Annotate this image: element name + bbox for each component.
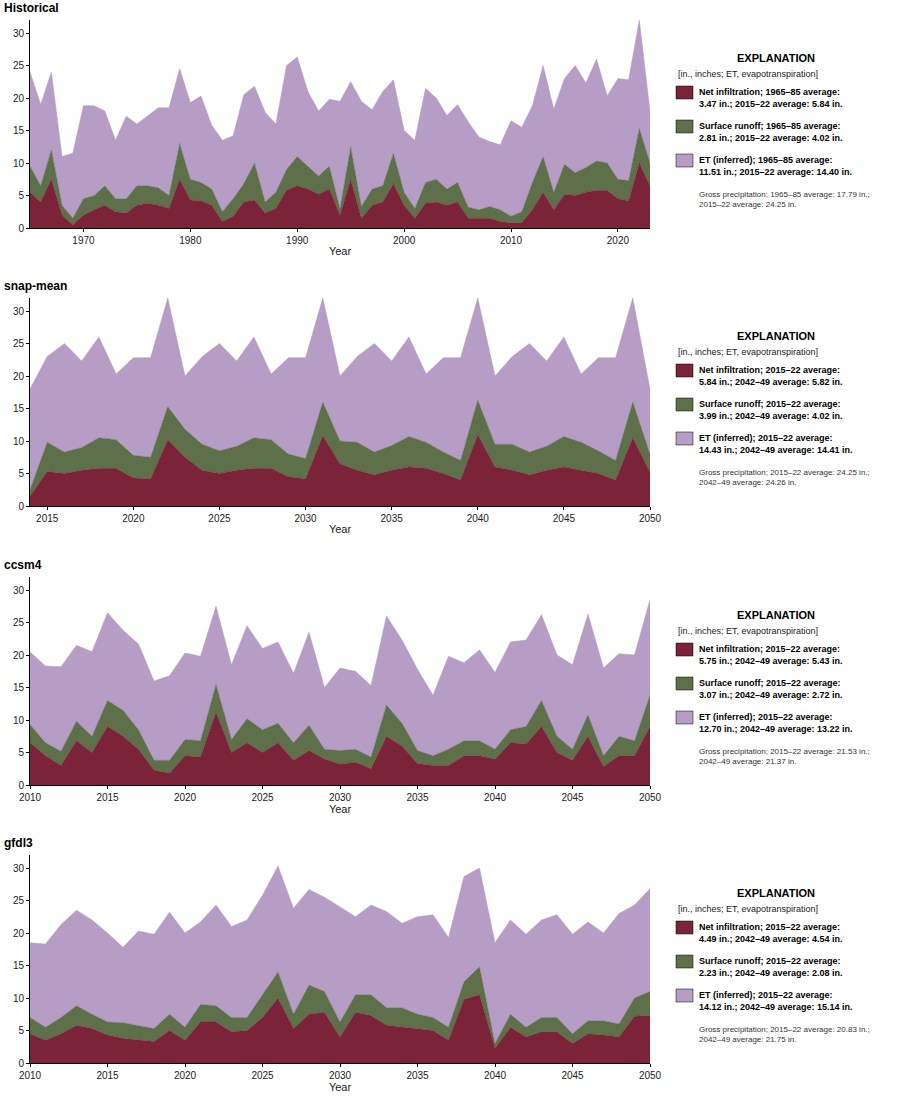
svg-text:5: 5 [18, 747, 24, 758]
svg-text:Net infiltration; 2015–22 aver: Net infiltration; 2015–22 average:5.84 i… [699, 365, 843, 387]
svg-text:2000: 2000 [393, 235, 416, 246]
svg-text:1990: 1990 [286, 235, 309, 246]
svg-text:2040: 2040 [467, 513, 490, 524]
svg-text:snap-mean: snap-mean [4, 279, 67, 293]
svg-text:2050: 2050 [639, 1070, 662, 1081]
svg-text:0: 0 [18, 223, 24, 234]
svg-text:2020: 2020 [174, 792, 197, 803]
svg-text:20: 20 [13, 928, 25, 939]
svg-text:2045: 2045 [561, 792, 584, 803]
svg-text:EXPLANATION: EXPLANATION [737, 52, 815, 64]
svg-text:5: 5 [18, 190, 24, 201]
svg-text:0: 0 [18, 501, 24, 512]
svg-text:ET (inferred); 2015–22 average: ET (inferred); 2015–22 average:12.70 in.… [699, 712, 853, 734]
svg-text:2025: 2025 [208, 513, 231, 524]
svg-text:Year: Year [329, 1081, 352, 1093]
svg-text:Year: Year [329, 245, 352, 257]
svg-text:25: 25 [13, 617, 25, 628]
svg-text:EXPLANATION: EXPLANATION [737, 609, 815, 621]
svg-text:Gross precipitation; 2015–22 a: Gross precipitation; 2015–22 average: 20… [699, 1025, 870, 1044]
svg-text:5: 5 [18, 468, 24, 479]
svg-text:2010: 2010 [500, 235, 523, 246]
svg-text:Net infiltration; 1965–85 aver: Net infiltration; 1965–85 average:3.47 i… [699, 87, 843, 109]
svg-text:15: 15 [13, 125, 25, 136]
svg-text:Year: Year [329, 523, 352, 535]
svg-text:ccsm4: ccsm4 [4, 558, 42, 572]
svg-text:2050: 2050 [639, 792, 662, 803]
svg-text:Gross precipitation; 1965–85 a: Gross precipitation; 1965–85 average: 17… [699, 190, 870, 209]
svg-text:2035: 2035 [381, 513, 404, 524]
svg-text:20: 20 [13, 93, 25, 104]
svg-text:25: 25 [13, 60, 25, 71]
svg-text:Surface runoff; 2015–22 averag: Surface runoff; 2015–22 average:2.23 in.… [699, 956, 843, 978]
svg-text:[in., inches; ET, evapotranspi: [in., inches; ET, evapotranspiration] [678, 347, 818, 357]
svg-text:Gross precipitation; 2015–22 a: Gross precipitation; 2015–22 average: 24… [699, 468, 870, 487]
svg-text:EXPLANATION: EXPLANATION [737, 887, 815, 899]
svg-text:2025: 2025 [251, 792, 274, 803]
svg-text:1970: 1970 [72, 235, 95, 246]
svg-text:0: 0 [18, 780, 24, 791]
svg-text:2035: 2035 [406, 1070, 429, 1081]
svg-text:2040: 2040 [484, 792, 507, 803]
svg-text:Net infiltration; 2015–22 aver: Net infiltration; 2015–22 average:4.49 i… [699, 922, 843, 944]
svg-text:Year: Year [329, 803, 352, 815]
svg-text:20: 20 [13, 371, 25, 382]
svg-text:ET (inferred); 1965–85 average: ET (inferred); 1965–85 average:11.51 in.… [699, 155, 852, 177]
svg-text:Surface runoff; 2015–22 averag: Surface runoff; 2015–22 average:3.07 in.… [699, 678, 843, 700]
svg-text:30: 30 [13, 28, 25, 39]
svg-text:2015: 2015 [36, 513, 59, 524]
svg-text:30: 30 [13, 863, 25, 874]
svg-text:2010: 2010 [19, 792, 42, 803]
svg-text:[in., inches; ET, evapotranspi: [in., inches; ET, evapotranspiration] [678, 904, 818, 914]
svg-text:20: 20 [13, 650, 25, 661]
svg-text:2020: 2020 [174, 1070, 197, 1081]
svg-text:25: 25 [13, 895, 25, 906]
svg-text:Historical: Historical [4, 1, 59, 15]
svg-text:2050: 2050 [639, 513, 662, 524]
svg-text:15: 15 [13, 403, 25, 414]
svg-text:2030: 2030 [329, 792, 352, 803]
svg-text:2030: 2030 [329, 1070, 352, 1081]
svg-text:2045: 2045 [553, 513, 576, 524]
svg-text:2015: 2015 [96, 792, 119, 803]
svg-text:ET (inferred); 2015–22 average: ET (inferred); 2015–22 average:14.43 in.… [699, 433, 853, 455]
svg-text:10: 10 [13, 993, 25, 1004]
svg-text:2015: 2015 [96, 1070, 119, 1081]
svg-text:5: 5 [18, 1025, 24, 1036]
svg-text:2025: 2025 [251, 1070, 274, 1081]
svg-text:EXPLANATION: EXPLANATION [737, 330, 815, 342]
svg-text:25: 25 [13, 338, 25, 349]
svg-text:Net infiltration; 2015–22 aver: Net infiltration; 2015–22 average:5.75 i… [699, 644, 843, 666]
svg-text:0: 0 [18, 1058, 24, 1069]
svg-text:2020: 2020 [122, 513, 145, 524]
svg-text:10: 10 [13, 158, 25, 169]
svg-text:15: 15 [13, 682, 25, 693]
svg-text:2030: 2030 [294, 513, 317, 524]
svg-text:10: 10 [13, 715, 25, 726]
svg-text:30: 30 [13, 585, 25, 596]
svg-text:15: 15 [13, 960, 25, 971]
svg-text:30: 30 [13, 306, 25, 317]
svg-text:ET (inferred); 2015–22 average: ET (inferred); 2015–22 average:14.12 in.… [699, 990, 853, 1012]
svg-text:2035: 2035 [406, 792, 429, 803]
svg-text:[in., inches; ET, evapotranspi: [in., inches; ET, evapotranspiration] [678, 626, 818, 636]
svg-text:Surface runoff; 2015–22 averag: Surface runoff; 2015–22 average:3.99 in.… [699, 399, 843, 421]
svg-text:gfdl3: gfdl3 [4, 836, 33, 850]
svg-text:[in., inches; ET, evapotranspi: [in., inches; ET, evapotranspiration] [678, 69, 818, 79]
svg-text:Gross precipitation; 2015–22 a: Gross precipitation; 2015–22 average: 21… [699, 747, 870, 766]
svg-text:10: 10 [13, 436, 25, 447]
svg-text:2045: 2045 [561, 1070, 584, 1081]
svg-text:2010: 2010 [19, 1070, 42, 1081]
svg-text:Surface runoff; 1965–85 averag: Surface runoff; 1965–85 average:2.81 in.… [699, 121, 843, 143]
svg-text:1980: 1980 [179, 235, 202, 246]
svg-text:2040: 2040 [484, 1070, 507, 1081]
svg-text:2020: 2020 [607, 235, 630, 246]
